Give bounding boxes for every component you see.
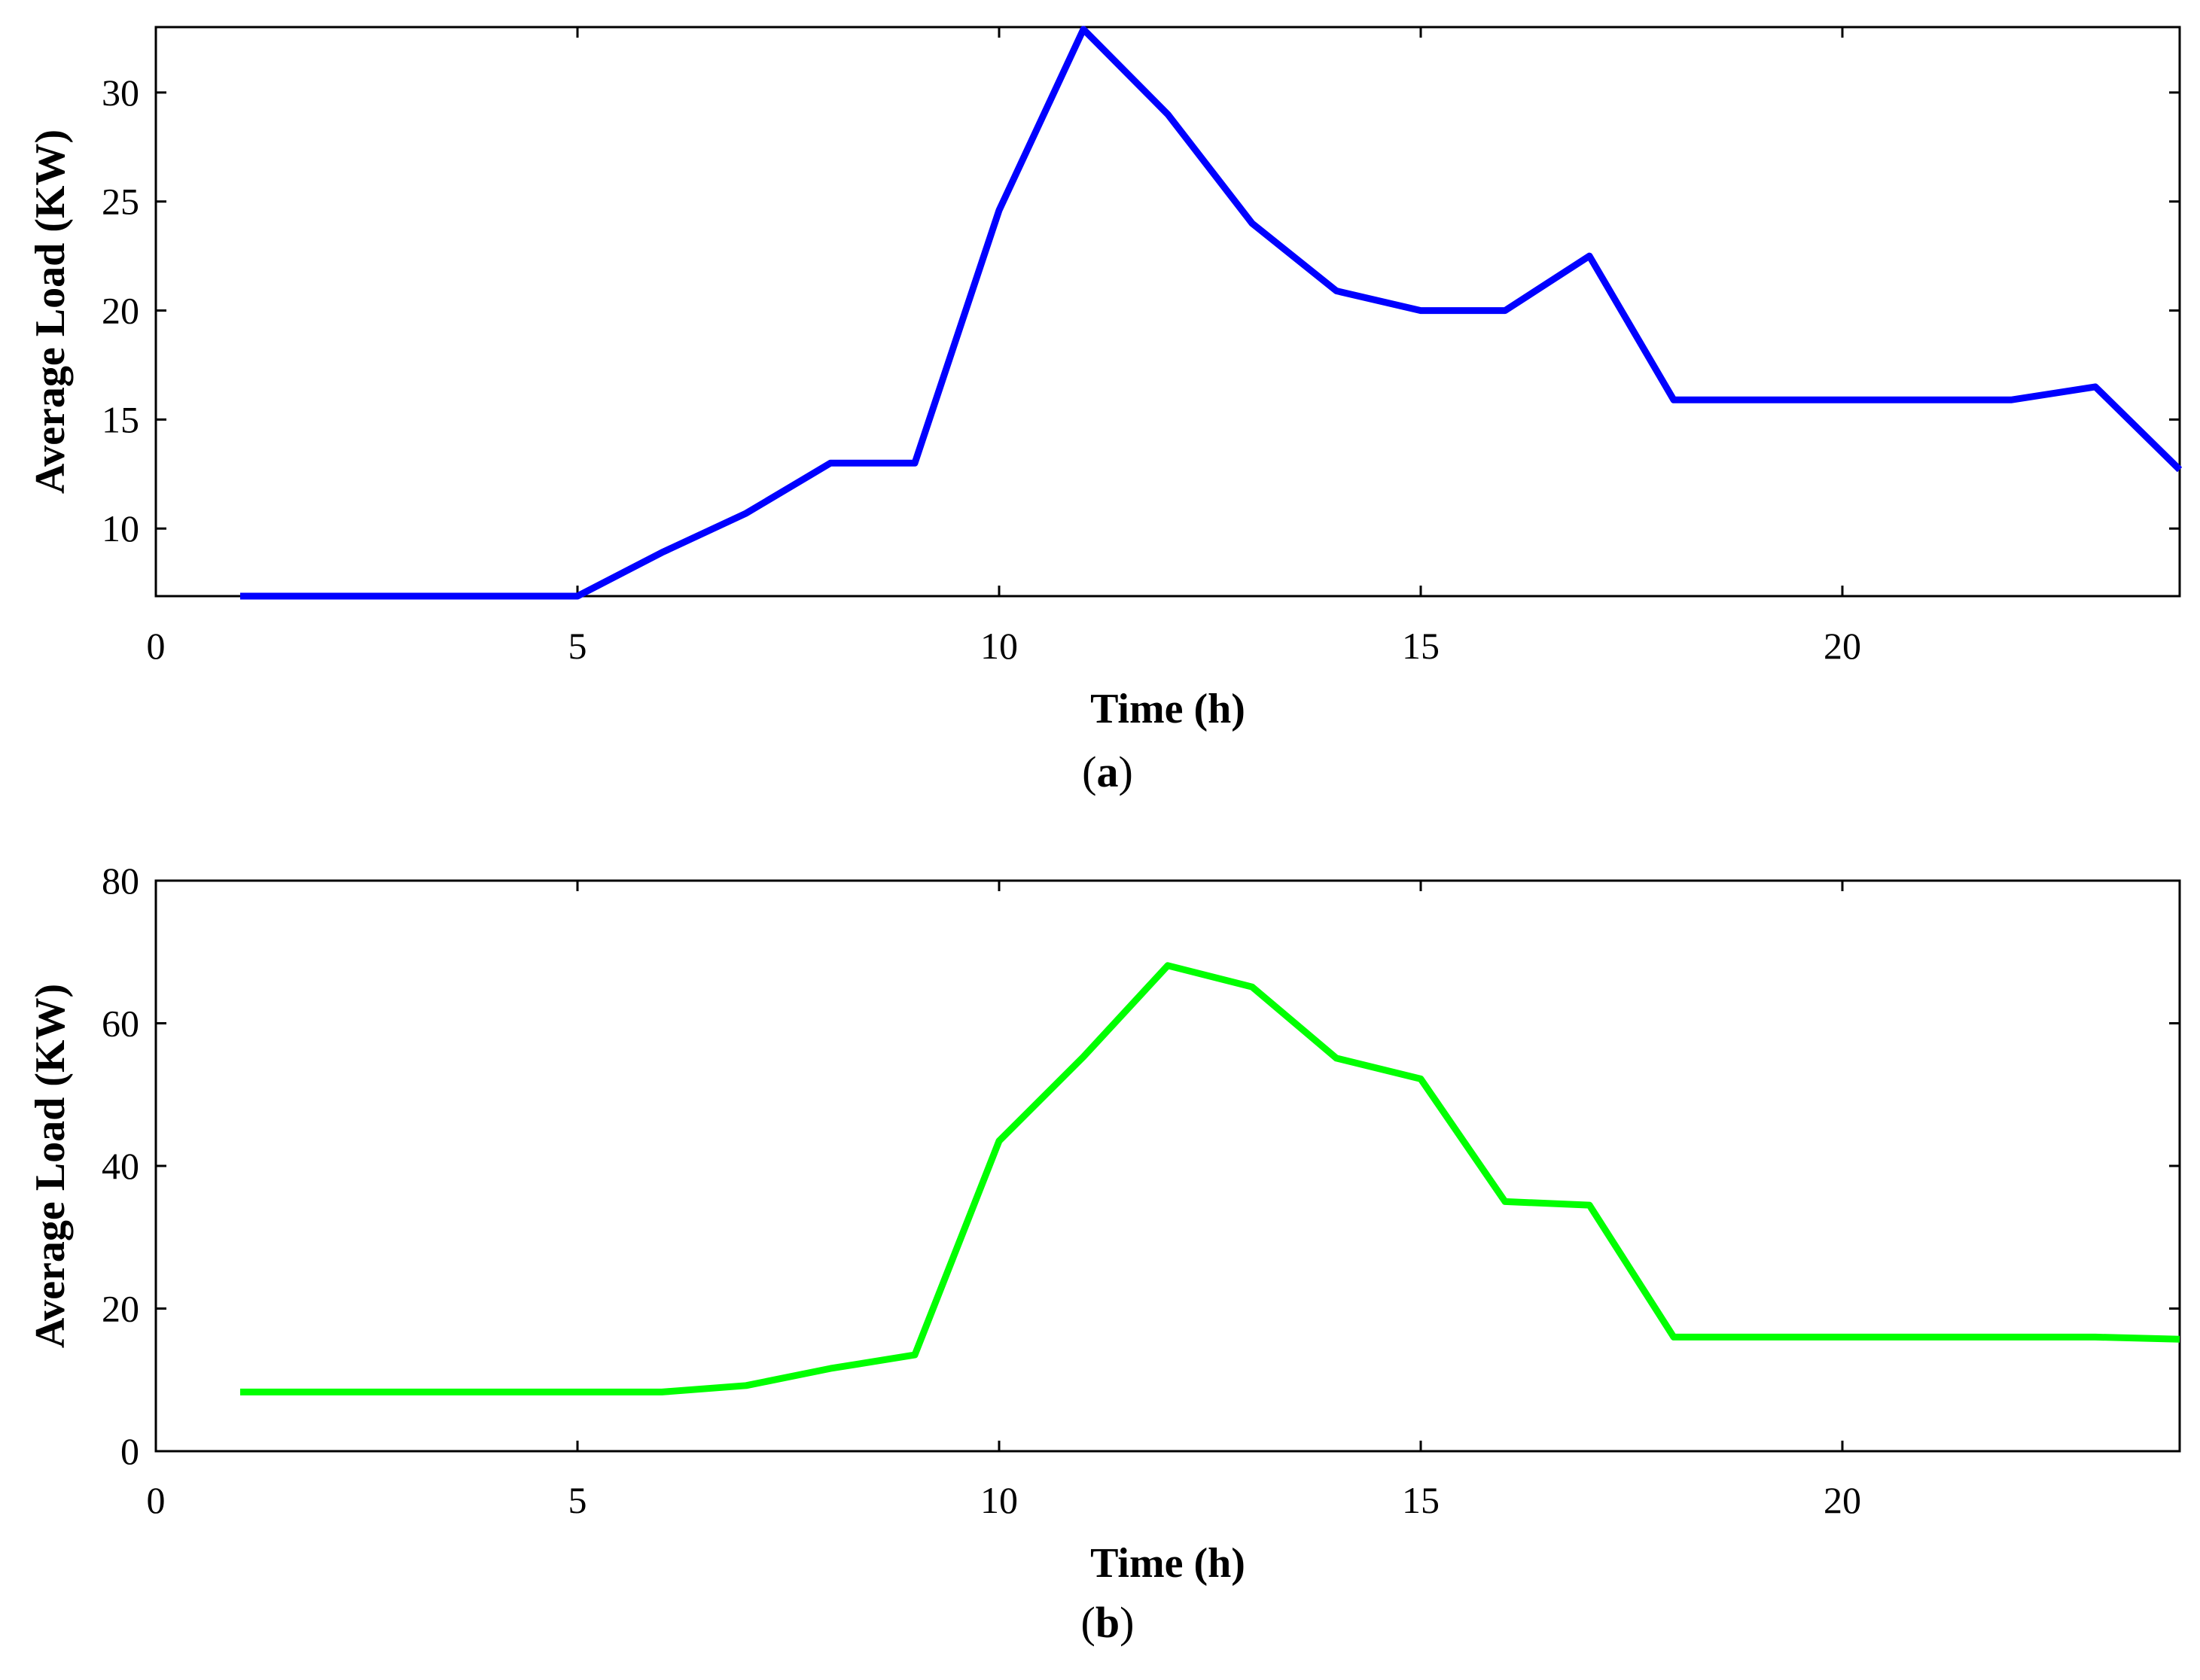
y-tick-label: 60	[102, 1003, 139, 1045]
x-tick-label: 0	[147, 1479, 166, 1521]
x-tick-label: 15	[1402, 1479, 1440, 1521]
y-tick-label: 30	[102, 72, 139, 114]
x-axis-title: Time (h)	[1090, 1540, 1245, 1587]
x-tick-label: 20	[1824, 625, 1861, 667]
x-tick-label: 5	[568, 625, 587, 667]
x-axis-title: Time (h)	[1090, 686, 1245, 732]
x-tick-label: 10	[980, 625, 1018, 667]
y-tick-label: 20	[102, 1288, 139, 1330]
panel-caption: (b)	[1081, 1598, 1135, 1647]
series-line-0	[240, 26, 2183, 600]
x-tick-label: 5	[568, 1479, 587, 1521]
y-tick-label: 25	[102, 181, 139, 223]
chart-panel-b: 0 5 10 15 20 0 20 40 60 80 Time (h) Average Load (K…	[27, 860, 2181, 1647]
series-line-0	[240, 962, 2180, 1395]
x-tick-label: 0	[147, 625, 166, 667]
y-tick-label: 40	[102, 1145, 139, 1187]
y-axis-title: Average Load (KW)	[27, 984, 74, 1348]
y-tick-label: 20	[102, 290, 139, 332]
panel-caption-letter: a	[1097, 747, 1119, 796]
y-tick-label: 15	[102, 398, 139, 440]
x-tick-label: 15	[1402, 625, 1440, 667]
y-tick-label: 80	[102, 860, 139, 902]
y-tick-label: 0	[120, 1430, 139, 1472]
y-axis-title: Average Load (KW)	[27, 129, 74, 494]
y-tick-label: 10	[102, 507, 139, 549]
chart-panel-a: 0 5 10 15 20 10 15 20 25 30 Time (h) Average Load (…	[27, 26, 2183, 796]
panel-caption-letter: b	[1095, 1598, 1120, 1647]
x-tick-label: 10	[980, 1479, 1018, 1521]
panel-caption: (a)	[1082, 747, 1133, 796]
x-tick-label: 20	[1824, 1479, 1861, 1521]
